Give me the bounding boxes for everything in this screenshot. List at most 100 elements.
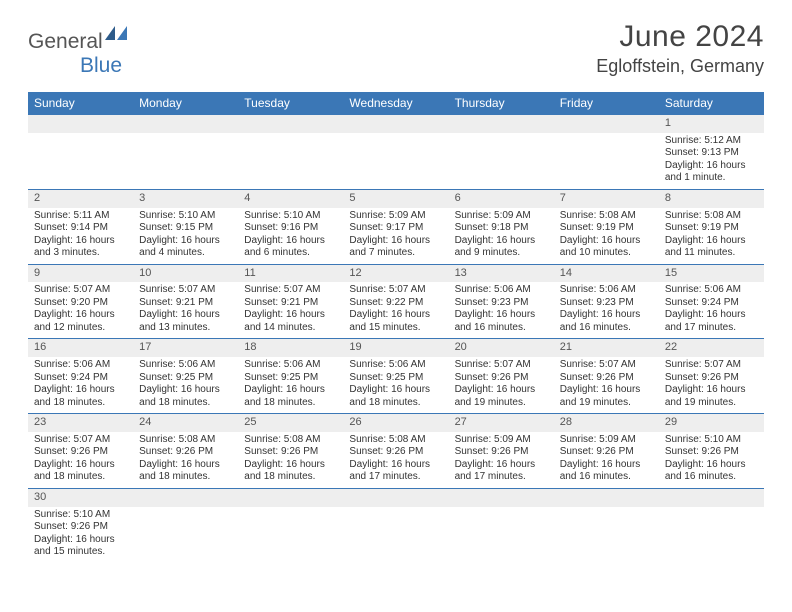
calendar-row: 9Sunrise: 5:07 AMSunset: 9:20 PMDaylight… <box>28 264 764 339</box>
sunrise-label: Sunrise: <box>455 434 494 445</box>
daylight-line: Daylight: 16 hours and 15 minutes. <box>349 309 442 334</box>
day-cell: 15Sunrise: 5:06 AMSunset: 9:24 PMDayligh… <box>659 264 764 339</box>
empty-daynum <box>554 115 659 133</box>
sunset-label: Sunset: <box>349 446 386 457</box>
sunrise-value: 5:10 AM <box>73 509 110 520</box>
daylight-label: Daylight: <box>349 235 391 246</box>
sunrise-label: Sunrise: <box>560 210 599 221</box>
sunrise-line: Sunrise: 5:08 AM <box>244 434 337 447</box>
day-number: 16 <box>28 339 133 357</box>
sunrise-line: Sunrise: 5:12 AM <box>665 135 758 148</box>
sunset-line: Sunset: 9:14 PM <box>34 222 127 235</box>
day-cell: 24Sunrise: 5:08 AMSunset: 9:26 PMDayligh… <box>133 414 238 489</box>
day-cell: 23Sunrise: 5:07 AMSunset: 9:26 PMDayligh… <box>28 414 133 489</box>
day-number: 29 <box>659 414 764 432</box>
sunrise-value: 5:10 AM <box>284 210 321 221</box>
day-number: 19 <box>343 339 448 357</box>
sunrise-label: Sunrise: <box>244 359 283 370</box>
sunset-label: Sunset: <box>139 222 176 233</box>
sunrise-value: 5:08 AM <box>599 210 636 221</box>
sunset-value: 9:18 PM <box>491 222 528 233</box>
weekday-header: Monday <box>133 92 238 115</box>
daylight-label: Daylight: <box>139 384 181 395</box>
sunrise-line: Sunrise: 5:09 AM <box>455 434 548 447</box>
daylight-label: Daylight: <box>665 459 707 470</box>
sunset-line: Sunset: 9:26 PM <box>560 372 653 385</box>
sunrise-value: 5:06 AM <box>73 359 110 370</box>
sunrise-value: 5:11 AM <box>73 210 109 221</box>
sunset-line: Sunset: 9:24 PM <box>34 372 127 385</box>
daylight-label: Daylight: <box>139 459 181 470</box>
day-cell: 2Sunrise: 5:11 AMSunset: 9:14 PMDaylight… <box>28 189 133 264</box>
day-number: 7 <box>554 190 659 208</box>
sunrise-value: 5:09 AM <box>599 434 636 445</box>
day-cell: 30Sunrise: 5:10 AMSunset: 9:26 PMDayligh… <box>28 488 133 562</box>
day-number: 10 <box>133 265 238 283</box>
day-cell: 21Sunrise: 5:07 AMSunset: 9:26 PMDayligh… <box>554 339 659 414</box>
sunrise-value: 5:08 AM <box>389 434 426 445</box>
daylight-line: Daylight: 16 hours and 19 minutes. <box>455 384 548 409</box>
sunrise-value: 5:08 AM <box>704 210 741 221</box>
empty-cell <box>238 488 343 562</box>
day-cell: 3Sunrise: 5:10 AMSunset: 9:15 PMDaylight… <box>133 189 238 264</box>
sunset-label: Sunset: <box>665 147 702 158</box>
daylight-line: Daylight: 16 hours and 13 minutes. <box>139 309 232 334</box>
sunset-label: Sunset: <box>349 222 386 233</box>
sunrise-value: 5:07 AM <box>73 434 110 445</box>
sunset-value: 9:25 PM <box>281 372 318 383</box>
sunset-label: Sunset: <box>665 297 702 308</box>
brand-logo: General Blue <box>28 26 127 78</box>
sunset-label: Sunset: <box>34 297 71 308</box>
sunrise-value: 5:09 AM <box>494 434 531 445</box>
daylight-label: Daylight: <box>34 384 76 395</box>
sunset-label: Sunset: <box>665 372 702 383</box>
empty-daynum <box>238 115 343 133</box>
sunrise-value: 5:06 AM <box>704 284 741 295</box>
sunset-value: 9:26 PM <box>281 446 318 457</box>
sunrise-label: Sunrise: <box>34 359 73 370</box>
sunset-label: Sunset: <box>244 372 281 383</box>
sunrise-label: Sunrise: <box>349 284 388 295</box>
sunset-label: Sunset: <box>665 222 702 233</box>
sunrise-label: Sunrise: <box>665 135 704 146</box>
day-number: 27 <box>449 414 554 432</box>
sunset-line: Sunset: 9:26 PM <box>455 446 548 459</box>
sunrise-value: 5:06 AM <box>179 359 216 370</box>
weekday-header: Saturday <box>659 92 764 115</box>
sunset-line: Sunset: 9:25 PM <box>349 372 442 385</box>
sunset-line: Sunset: 9:15 PM <box>139 222 232 235</box>
daylight-line: Daylight: 16 hours and 11 minutes. <box>665 235 758 260</box>
sunset-label: Sunset: <box>34 222 71 233</box>
daylight-label: Daylight: <box>455 459 497 470</box>
sunset-value: 9:21 PM <box>176 297 213 308</box>
sunset-value: 9:25 PM <box>386 372 423 383</box>
sunrise-value: 5:10 AM <box>179 210 216 221</box>
day-number: 2 <box>28 190 133 208</box>
sunset-label: Sunset: <box>560 222 597 233</box>
sunset-value: 9:16 PM <box>281 222 318 233</box>
day-cell: 17Sunrise: 5:06 AMSunset: 9:25 PMDayligh… <box>133 339 238 414</box>
sunset-label: Sunset: <box>244 297 281 308</box>
sunrise-label: Sunrise: <box>34 210 73 221</box>
day-number: 8 <box>659 190 764 208</box>
calendar-row: 16Sunrise: 5:06 AMSunset: 9:24 PMDayligh… <box>28 339 764 414</box>
sunset-label: Sunset: <box>455 446 492 457</box>
sunset-label: Sunset: <box>139 297 176 308</box>
daylight-line: Daylight: 16 hours and 15 minutes. <box>34 534 127 559</box>
title-block: June 2024 Egloffstein, Germany <box>596 20 764 77</box>
day-number: 18 <box>238 339 343 357</box>
day-number: 4 <box>238 190 343 208</box>
daylight-line: Daylight: 16 hours and 18 minutes. <box>244 459 337 484</box>
sunrise-line: Sunrise: 5:09 AM <box>349 210 442 223</box>
day-cell: 20Sunrise: 5:07 AMSunset: 9:26 PMDayligh… <box>449 339 554 414</box>
sunrise-value: 5:06 AM <box>494 284 531 295</box>
sunset-label: Sunset: <box>34 521 71 532</box>
sunset-line: Sunset: 9:26 PM <box>665 372 758 385</box>
daylight-label: Daylight: <box>560 235 602 246</box>
empty-daynum <box>28 115 133 133</box>
sunset-label: Sunset: <box>349 297 386 308</box>
daylight-label: Daylight: <box>244 459 286 470</box>
sunset-value: 9:23 PM <box>491 297 528 308</box>
day-cell: 26Sunrise: 5:08 AMSunset: 9:26 PMDayligh… <box>343 414 448 489</box>
sunrise-line: Sunrise: 5:07 AM <box>34 434 127 447</box>
